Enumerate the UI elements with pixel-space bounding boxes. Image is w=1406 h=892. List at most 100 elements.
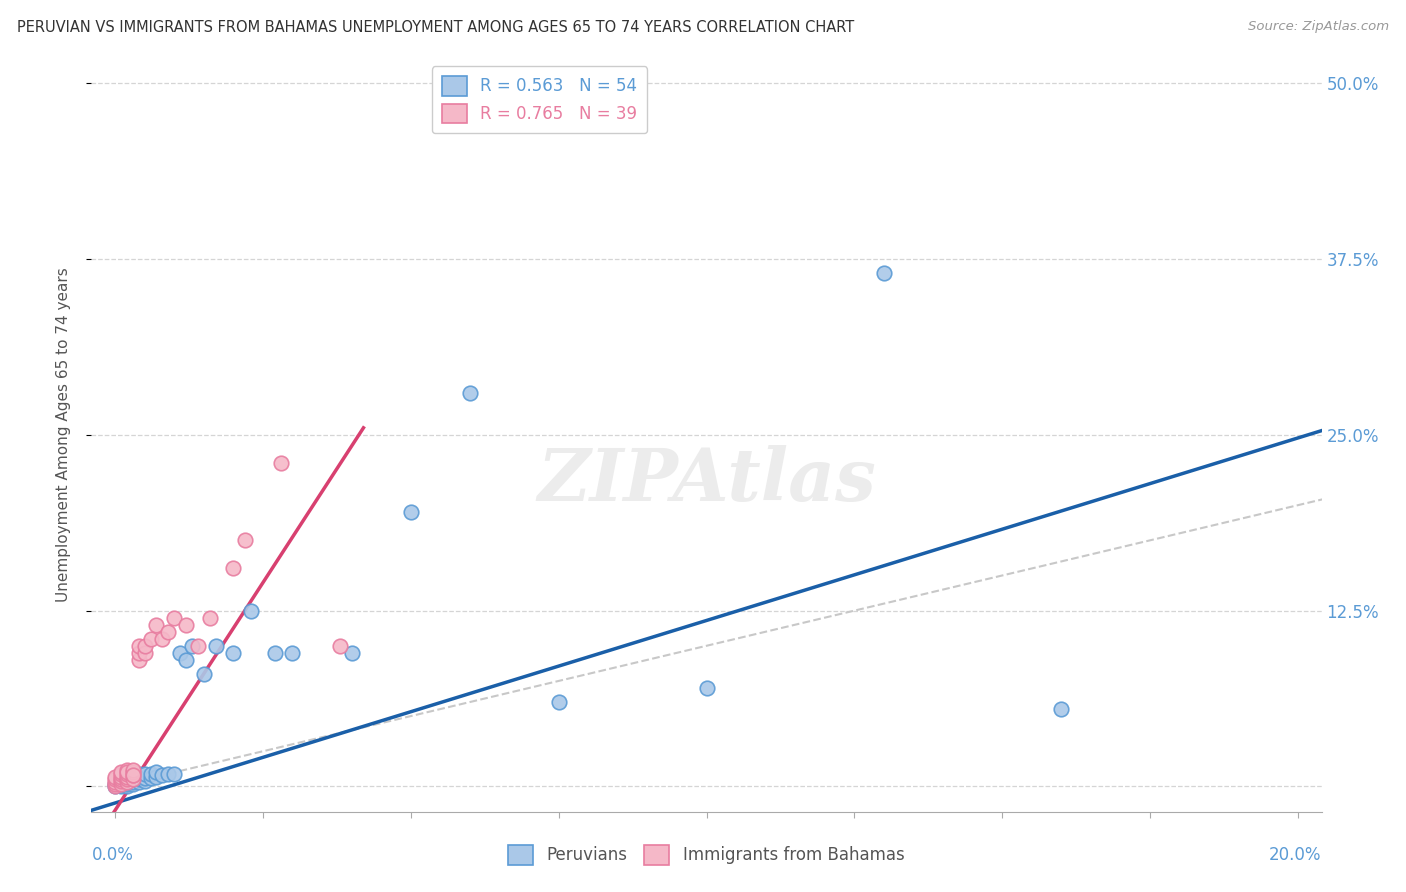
Point xyxy=(110,775,132,789)
Point xyxy=(104,780,127,794)
Point xyxy=(222,561,245,575)
Point xyxy=(110,765,132,780)
Text: PERUVIAN VS IMMIGRANTS FROM BAHAMAS UNEMPLOYMENT AMONG AGES 65 TO 74 YEARS CORRE: PERUVIAN VS IMMIGRANTS FROM BAHAMAS UNEM… xyxy=(17,20,853,35)
Point xyxy=(110,768,132,782)
Point xyxy=(128,766,150,780)
Point xyxy=(187,639,209,653)
Point xyxy=(399,505,422,519)
Point xyxy=(110,773,132,788)
Point xyxy=(240,604,263,618)
Point xyxy=(204,639,226,653)
Point xyxy=(150,632,173,646)
Point xyxy=(121,768,143,782)
Point xyxy=(329,639,352,653)
Point xyxy=(163,610,186,624)
Point xyxy=(121,770,143,784)
Point xyxy=(1050,702,1073,716)
Point xyxy=(104,775,127,789)
Point xyxy=(134,771,156,785)
Point xyxy=(121,772,143,787)
Point xyxy=(104,780,127,794)
Point xyxy=(134,646,156,660)
Point xyxy=(139,771,162,785)
Point xyxy=(193,667,215,681)
Point xyxy=(134,639,156,653)
Point xyxy=(121,776,143,790)
Point xyxy=(115,763,138,777)
Point xyxy=(104,776,127,790)
Point xyxy=(157,766,180,780)
Point xyxy=(121,773,143,788)
Point xyxy=(110,776,132,790)
Text: Source: ZipAtlas.com: Source: ZipAtlas.com xyxy=(1249,20,1389,33)
Point xyxy=(121,775,143,789)
Point xyxy=(121,766,143,780)
Point xyxy=(128,768,150,782)
Point xyxy=(110,772,132,787)
Point xyxy=(121,765,143,780)
Point xyxy=(128,653,150,667)
Point xyxy=(115,775,138,789)
Point xyxy=(115,771,138,785)
Point xyxy=(198,610,221,624)
Point xyxy=(110,766,132,780)
Point xyxy=(110,775,132,789)
Point xyxy=(121,772,143,787)
Point xyxy=(115,780,138,794)
Point xyxy=(150,768,173,782)
Point xyxy=(181,639,204,653)
Text: 20.0%: 20.0% xyxy=(1270,846,1322,863)
Point xyxy=(281,646,304,660)
Point xyxy=(263,646,285,660)
Point xyxy=(104,772,127,787)
Point xyxy=(134,766,156,780)
Legend: Peruvians, Immigrants from Bahamas: Peruvians, Immigrants from Bahamas xyxy=(502,838,911,871)
Point xyxy=(110,772,132,787)
Point xyxy=(145,770,167,784)
Point xyxy=(115,766,138,780)
Point xyxy=(115,770,138,784)
Point xyxy=(121,768,143,782)
Point xyxy=(695,681,717,695)
Y-axis label: Unemployment Among Ages 65 to 74 years: Unemployment Among Ages 65 to 74 years xyxy=(56,268,70,602)
Point xyxy=(115,772,138,787)
Point xyxy=(128,771,150,785)
Point xyxy=(104,770,127,784)
Point xyxy=(128,639,150,653)
Point xyxy=(121,763,143,777)
Point xyxy=(270,456,292,470)
Point xyxy=(115,765,138,780)
Point xyxy=(110,770,132,784)
Point xyxy=(174,653,197,667)
Point xyxy=(121,771,143,785)
Point xyxy=(110,776,132,790)
Point xyxy=(110,770,132,784)
Point xyxy=(104,776,127,790)
Point xyxy=(115,773,138,788)
Point xyxy=(169,646,191,660)
Point xyxy=(873,266,896,280)
Text: 0.0%: 0.0% xyxy=(91,846,134,863)
Point xyxy=(115,770,138,784)
Point xyxy=(174,617,197,632)
Point xyxy=(547,695,569,709)
Text: ZIPAtlas: ZIPAtlas xyxy=(537,444,876,516)
Point xyxy=(233,533,256,548)
Point xyxy=(110,780,132,794)
Point xyxy=(145,765,167,780)
Point xyxy=(157,624,180,639)
Point xyxy=(128,775,150,789)
Point xyxy=(115,775,138,789)
Point xyxy=(128,772,150,787)
Point xyxy=(163,766,186,780)
Point xyxy=(115,772,138,787)
Point xyxy=(145,617,167,632)
Point xyxy=(128,646,150,660)
Point xyxy=(458,385,481,400)
Point xyxy=(222,646,245,660)
Point xyxy=(139,632,162,646)
Point xyxy=(115,776,138,790)
Point xyxy=(134,773,156,788)
Point xyxy=(340,646,363,660)
Point xyxy=(139,766,162,780)
